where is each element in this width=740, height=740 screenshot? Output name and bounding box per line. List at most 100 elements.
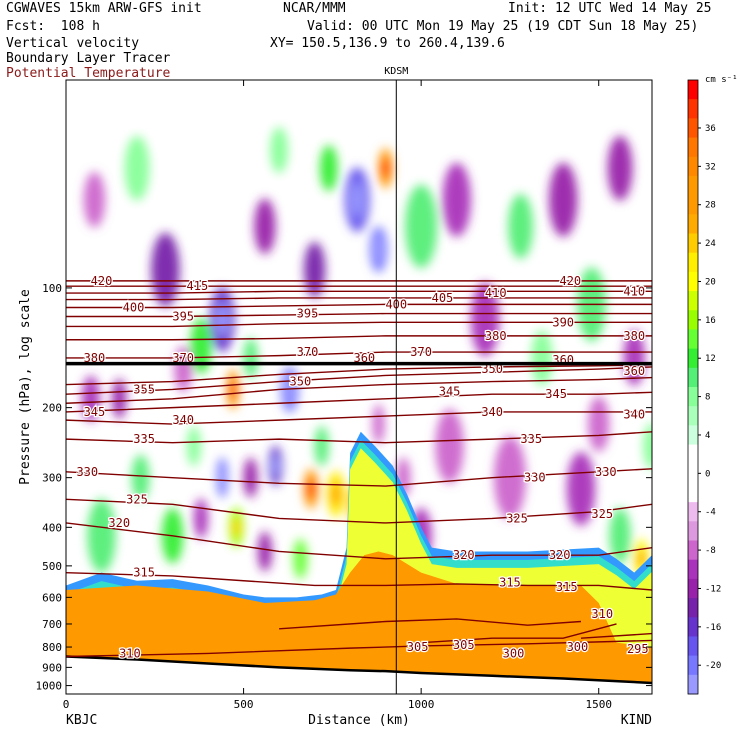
- theta-label: 305: [453, 638, 475, 652]
- theta-contour-355: [66, 366, 652, 395]
- w-feature: [112, 378, 127, 419]
- forecast-hour: Fcst: 108 h: [6, 19, 100, 34]
- colorbar-swatch: [688, 387, 698, 407]
- theta-label: 410: [623, 284, 645, 298]
- colorbar-tick-label: -12: [705, 584, 721, 594]
- colorbar-unit: cm s⁻¹: [705, 75, 738, 85]
- colorbar-swatch: [688, 444, 698, 465]
- w-feature: [643, 423, 652, 470]
- colorbar-tick-label: -20: [705, 661, 721, 671]
- colorbar-swatch: [688, 578, 698, 599]
- colorbar-swatch: [688, 540, 698, 561]
- w-feature: [493, 436, 526, 520]
- w-feature: [607, 135, 633, 201]
- theta-contour-400: [66, 303, 652, 309]
- theta-label: 325: [506, 511, 528, 525]
- colorbar-swatch: [688, 521, 698, 541]
- colorbar-swatch: [688, 617, 698, 637]
- colorbar-tick-label: -8: [705, 546, 716, 556]
- w-feature: [531, 330, 553, 386]
- y-tick-label: 800: [42, 641, 62, 654]
- colorbar-tick-label: 12: [705, 354, 716, 364]
- theta-label: 400: [123, 300, 145, 314]
- w-feature: [623, 330, 645, 386]
- w-feature-core: [307, 478, 316, 499]
- theta-label: 315: [499, 575, 521, 589]
- w-feature: [442, 162, 471, 237]
- theta-label: 370: [297, 345, 319, 359]
- colorbar-swatch: [688, 655, 698, 676]
- theta-label: 340: [623, 407, 645, 421]
- endpoint-left-label: KBJC: [66, 713, 97, 728]
- theta-label: 330: [595, 465, 617, 479]
- theta-contour-300: [421, 623, 617, 644]
- colorbar-swatch: [688, 214, 698, 234]
- w-feature: [588, 396, 610, 452]
- terrain-fill: [66, 656, 652, 694]
- y-tick-label: 600: [42, 591, 62, 604]
- x-tick-label: 1500: [585, 698, 612, 711]
- x-axis-label: Distance (km): [308, 713, 410, 728]
- colorbar-swatch: [688, 252, 698, 273]
- plot-frame: [65, 79, 653, 695]
- theta-label: 390: [552, 315, 574, 329]
- x-tick-label: 500: [234, 698, 254, 711]
- w-feature: [566, 451, 596, 526]
- theta-label: 420: [91, 274, 113, 288]
- x-tick-label: 1000: [408, 698, 435, 711]
- colorbar-frame: [687, 79, 699, 695]
- y-axis-label: Pressure (hPa), log scale: [18, 289, 33, 485]
- theta-label: 370: [410, 345, 432, 359]
- w-feature: [254, 198, 276, 255]
- theta-label: 345: [545, 387, 567, 401]
- w-feature-core: [271, 455, 280, 476]
- theta-label: 320: [453, 548, 475, 562]
- theta-label: 315: [133, 566, 155, 580]
- colorbar-tick-label: -16: [705, 623, 721, 633]
- colorbar-tick-label: 20: [705, 277, 716, 287]
- w-feature: [193, 498, 209, 539]
- theta-label: 380: [485, 329, 507, 343]
- theta-contour-325: [66, 498, 652, 524]
- theta-label: 295: [627, 642, 649, 656]
- w-feature: [87, 498, 116, 573]
- colorbar-swatch: [688, 598, 698, 618]
- theta-contour-315: [66, 571, 652, 591]
- w-feature-core: [228, 379, 237, 400]
- theta-label: 410: [485, 286, 507, 300]
- theta-contour-370: [66, 351, 652, 359]
- w-feature: [372, 404, 385, 445]
- colorbar-swatch: [688, 463, 698, 484]
- w-feature: [549, 162, 578, 237]
- colorbar-swatch: [688, 118, 698, 139]
- theta-contour-345: [66, 391, 652, 413]
- colorbar-swatch: [688, 636, 698, 657]
- w-feature: [319, 145, 338, 192]
- theta-contour-335: [66, 431, 652, 444]
- theta-label: 335: [133, 432, 155, 446]
- theta-label: 380: [623, 329, 645, 343]
- theta-label: 345: [84, 405, 106, 419]
- theta-label: 320: [108, 516, 130, 530]
- field-boundary-layer-tracer: Boundary Layer Tracer: [6, 51, 171, 66]
- y-tick-label: 900: [42, 661, 62, 674]
- theta-contour-350: [66, 376, 652, 404]
- theta-label: 305: [407, 640, 429, 654]
- y-tick-label: 700: [42, 618, 62, 631]
- w-feature-core: [232, 517, 241, 538]
- w-feature: [243, 337, 258, 378]
- xy-range: XY= 150.5,136.9 to 260.4,139.6: [270, 36, 505, 51]
- theta-label: 315: [556, 580, 578, 594]
- colorbar-swatch: [688, 291, 698, 311]
- w-feature: [257, 531, 272, 572]
- colorbar-swatch: [688, 233, 698, 254]
- theta-contour-295: [580, 632, 652, 639]
- colorbar-swatch: [688, 425, 698, 446]
- w-feature: [131, 454, 150, 501]
- theta-label: 355: [133, 382, 155, 396]
- w-feature: [83, 172, 106, 228]
- w-feature: [186, 426, 201, 467]
